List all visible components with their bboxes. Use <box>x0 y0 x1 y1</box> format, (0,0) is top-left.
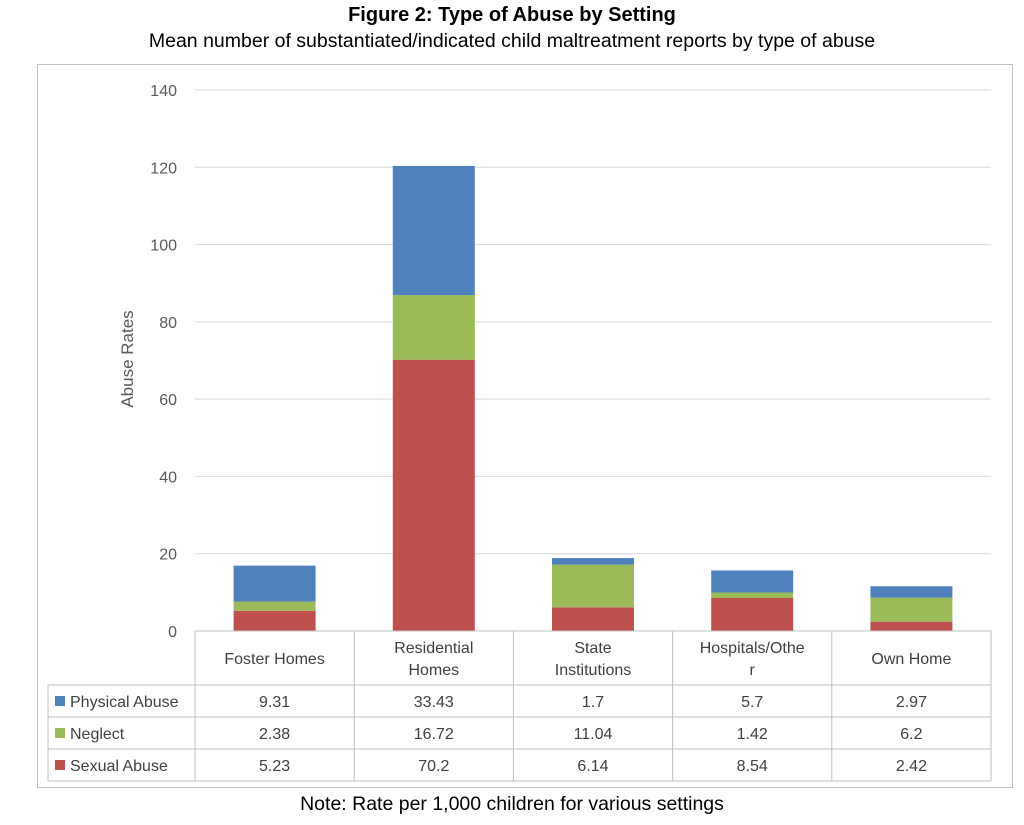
x-category-label: Institutions <box>555 662 631 679</box>
data-table-value: 33.43 <box>414 694 454 711</box>
figure-note: Note: Rate per 1,000 children for variou… <box>300 793 724 815</box>
y-tick-label: 0 <box>168 624 177 641</box>
data-table-value: 6.14 <box>577 758 608 775</box>
y-tick-label: 120 <box>150 160 177 177</box>
y-tick-label: 20 <box>159 547 177 564</box>
bar-sexual-abuse <box>552 607 634 631</box>
data-table-value: 2.42 <box>896 758 927 775</box>
legend-swatch-sexual-abuse <box>55 760 65 770</box>
bar-neglect <box>870 597 953 622</box>
x-category-label: r <box>750 662 756 679</box>
y-tick-label: 100 <box>150 238 177 255</box>
x-category-label: Own Home <box>871 651 951 668</box>
data-table-value: 8.54 <box>737 758 768 775</box>
bar-sexual-abuse <box>711 597 794 631</box>
x-category-label: Homes <box>408 662 459 679</box>
data-table-value: 70.2 <box>418 758 449 775</box>
bar-neglect <box>233 601 316 611</box>
y-tick-label: 80 <box>159 315 177 332</box>
bar-sexual-abuse <box>870 621 953 631</box>
data-table-value: 5.23 <box>259 758 290 775</box>
legend-label: Physical Abuse <box>70 694 179 711</box>
data-table-value: 6.2 <box>900 726 922 743</box>
bar-sexual-abuse <box>233 610 316 631</box>
bar-physical-abuse <box>392 165 475 296</box>
legend-swatch-physical-abuse <box>55 696 65 706</box>
legend-label: Neglect <box>70 726 125 743</box>
y-tick-label: 140 <box>150 83 177 100</box>
bar-sexual-abuse <box>392 359 475 631</box>
bar-physical-abuse <box>552 558 634 565</box>
data-table-value: 2.38 <box>259 726 290 743</box>
legend-label: Sexual Abuse <box>70 758 168 775</box>
bar-physical-abuse <box>233 565 316 602</box>
data-table-value: 11.04 <box>574 726 613 743</box>
bar-physical-abuse <box>870 586 953 598</box>
y-axis-label: Abuse Rates <box>118 310 137 407</box>
bar-neglect <box>711 592 794 598</box>
bar-neglect <box>552 564 634 608</box>
data-table-value: 16.72 <box>414 726 454 743</box>
x-category-label: Foster Homes <box>224 651 324 668</box>
x-category-label: State <box>574 640 611 657</box>
y-tick-label: 60 <box>159 392 177 409</box>
data-table-value: 1.42 <box>737 726 768 743</box>
x-category-label: Residential <box>394 640 473 657</box>
x-category-label: Hospitals/Othe <box>700 640 805 657</box>
data-table-value: 5.7 <box>741 694 763 711</box>
bar-physical-abuse <box>711 570 794 593</box>
data-table-value: 2.97 <box>896 694 927 711</box>
stacked-bar-chart: 0 20 40 60 80 100 120 140 Abuse Rates Foster Home… <box>47 83 992 782</box>
y-tick-label: 40 <box>159 469 177 486</box>
data-table-value: 1.7 <box>582 694 604 711</box>
figure-title: Figure 2: Type of Abuse by Setting <box>348 4 676 26</box>
figure-subtitle: Mean number of substantiated/indicated c… <box>148 30 876 52</box>
data-table-value: 9.31 <box>259 694 290 711</box>
bar-neglect <box>392 295 475 360</box>
legend-swatch-neglect <box>55 728 65 738</box>
chart-frame: 0 20 40 60 80 100 120 140 Abuse Rates Foster Home… <box>37 64 1013 788</box>
